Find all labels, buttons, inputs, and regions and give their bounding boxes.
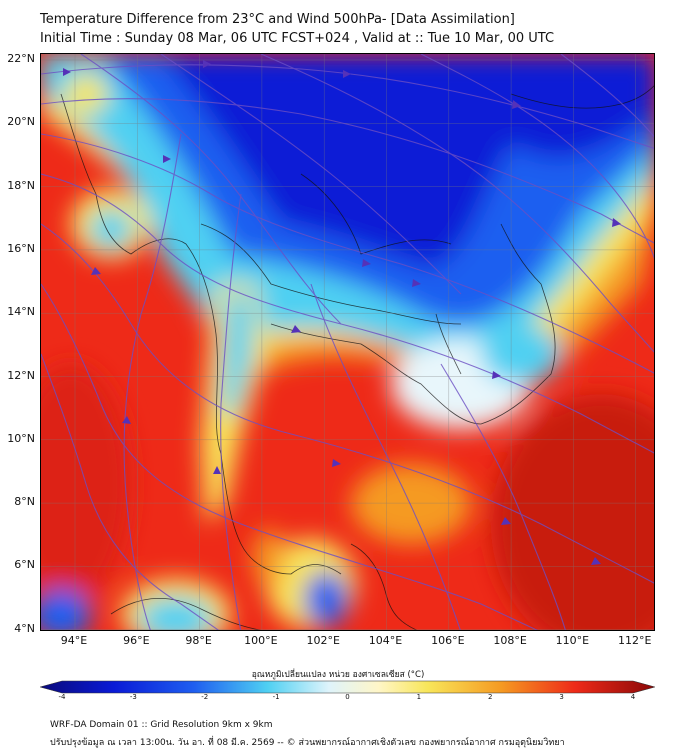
lat-label: 6°N xyxy=(14,558,35,572)
colorbar-tick: 4 xyxy=(630,693,636,701)
lat-label: 22°N xyxy=(7,52,35,65)
colorbar-label: อุณหภูมิเปลี่ยนแปลง หน่วย องศาเซลเซียส (… xyxy=(251,670,425,680)
lat-label: 20°N xyxy=(7,115,35,129)
model-info: WRF-DA Domain 01 :: Grid Resolution 9km … xyxy=(50,720,273,730)
lat-label: 10°N xyxy=(7,431,35,445)
lat-label: 18°N xyxy=(7,178,35,192)
colorbar-tick: -4 xyxy=(58,693,66,701)
lat-label: 16°N xyxy=(7,241,35,255)
lon-label: 110°E xyxy=(555,634,590,647)
colorbar-tick: -1 xyxy=(272,693,280,701)
colorbar-tick: -2 xyxy=(201,693,209,701)
colorbar-tick: 2 xyxy=(488,693,493,701)
credit-line: ปรับปรุงข้อมูล ณ เวลา 13:00น. วัน อา. ที… xyxy=(50,738,565,748)
lon-label: 94°E xyxy=(60,634,88,647)
streamline-arrows xyxy=(63,60,621,565)
lon-label: 106°E xyxy=(431,634,465,647)
lat-label: 12°N xyxy=(7,368,35,382)
map-subtitle: Initial Time : Sunday 08 Mar, 06 UTC FCS… xyxy=(40,31,555,46)
graticule xyxy=(41,54,654,630)
lon-label: 96°E xyxy=(123,634,150,647)
colorbar-tick: 1 xyxy=(416,693,422,701)
map-panel xyxy=(40,53,655,631)
colorbar-tick: 3 xyxy=(559,693,564,701)
lon-label: 112°E xyxy=(617,634,652,647)
lon-label: 108°E xyxy=(493,634,527,647)
lat-label: 8°N xyxy=(14,495,35,509)
wind-streamlines xyxy=(41,54,654,630)
lat-label: 14°N xyxy=(7,305,35,319)
lon-label: 100°E xyxy=(244,634,278,647)
lon-label: 102°E xyxy=(306,634,340,647)
lat-label: 4°N xyxy=(14,621,35,635)
colorbar-tick: 0 xyxy=(345,693,350,701)
map-title: Temperature Difference from 23°C and Win… xyxy=(40,12,515,27)
temperature-field xyxy=(41,54,654,630)
temperature-map xyxy=(41,54,654,630)
colorbar xyxy=(40,680,655,694)
colorbar-tick: -3 xyxy=(129,693,137,701)
lon-label: 104°E xyxy=(368,634,403,647)
lon-label: 98°E xyxy=(185,634,212,647)
